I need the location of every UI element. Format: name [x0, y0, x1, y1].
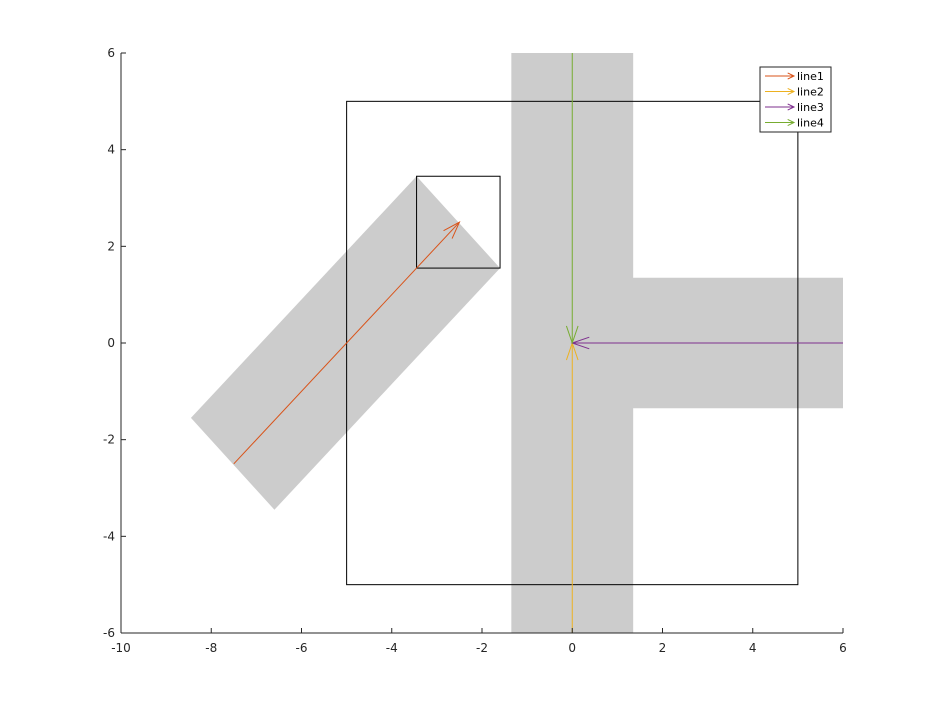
x-tick-label: 4: [749, 641, 757, 655]
legend-swatch-arrowhead: [787, 119, 796, 126]
legend-box: [759, 66, 832, 133]
line4-arrowhead: [565, 325, 579, 345]
x-tick-label: -2: [476, 641, 488, 655]
series-lines: [233, 53, 843, 633]
y-tick-label: 2: [107, 239, 115, 253]
x-tick-label: 6: [839, 641, 847, 655]
legend-swatch-arrowhead: [787, 72, 796, 80]
x-tick-label: -10: [111, 641, 131, 655]
legend-label-line3: line3: [797, 101, 824, 114]
legend: line1 line2 line3 line4: [759, 66, 832, 133]
x-tick-label: -8: [205, 641, 217, 655]
y-tick-label: 6: [107, 46, 115, 60]
legend-swatch-arrowhead: [787, 88, 796, 95]
y-tick-label: -6: [103, 626, 115, 640]
y-tick-label: 0: [107, 336, 115, 350]
legend-label-line2: line2: [797, 86, 824, 99]
axes: -10 -8 -6 -4 -2 0 2 4 6 -6 -4 -2 0 2 4 6: [103, 46, 847, 655]
x-tick-label: 2: [659, 641, 667, 655]
y-tick-label: -4: [103, 529, 115, 543]
legend-swatch-arrowhead: [787, 103, 796, 111]
y-tick-label: -2: [103, 433, 115, 447]
line1-line: [233, 221, 460, 465]
x-tick-label: -4: [386, 641, 398, 655]
legend-label-line1: line1: [797, 70, 824, 83]
y-tick-label: 4: [107, 143, 115, 157]
line1-arrowhead: [443, 221, 461, 239]
x-tick-label: -6: [296, 641, 308, 655]
legend-label-line4: line4: [797, 117, 824, 130]
x-tick-label: 0: [568, 641, 576, 655]
outline-rect-2: [416, 175, 501, 269]
